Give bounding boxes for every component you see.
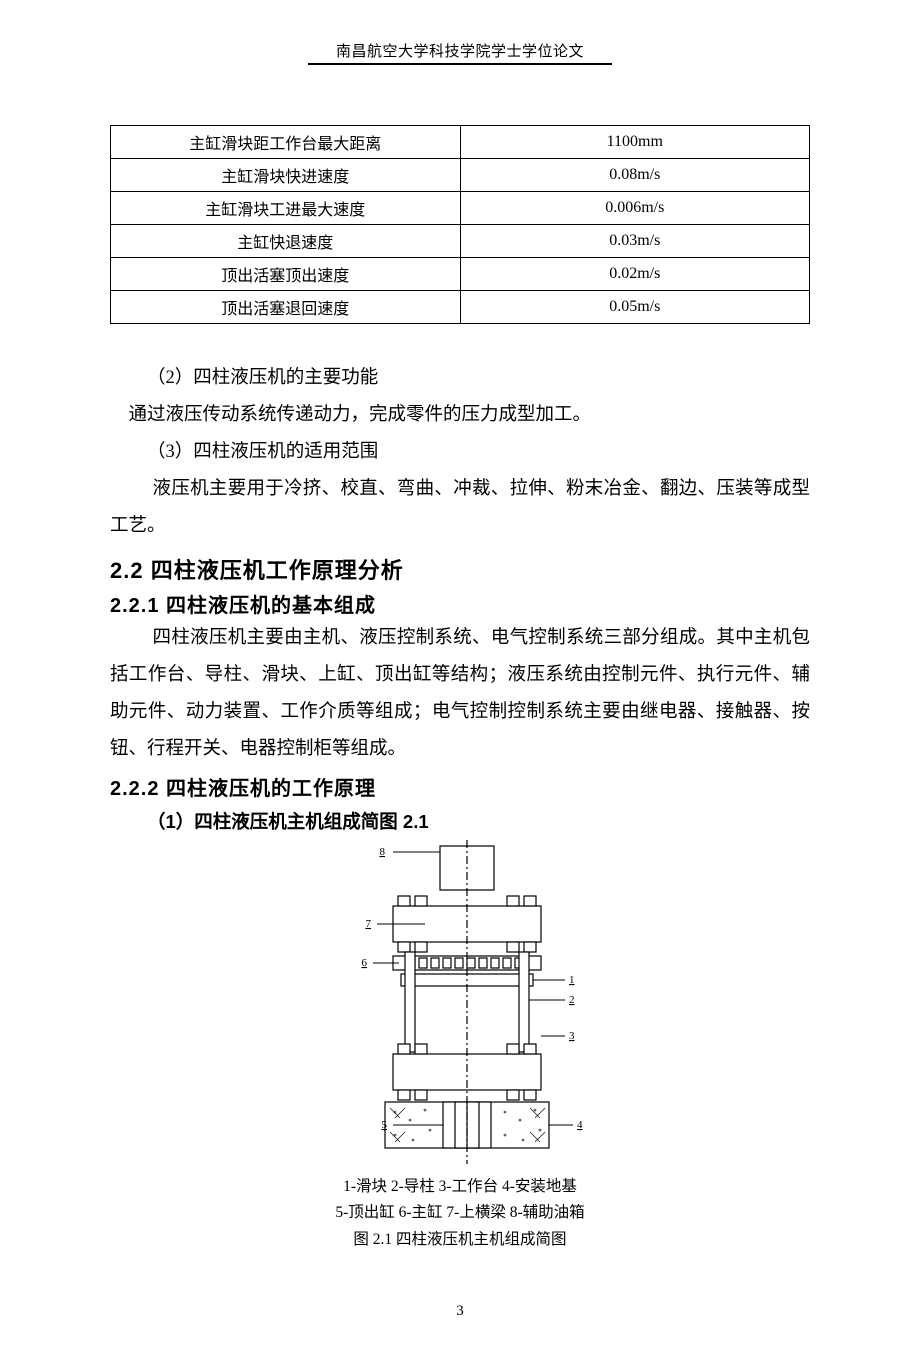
callout-7: 7	[366, 918, 372, 930]
page-number: 3	[110, 1303, 810, 1320]
param-cell: 主缸滑块快进速度	[111, 159, 461, 192]
caption-line-1: 1-滑块 2-导柱 3-工作台 4-安装地基	[110, 1174, 810, 1200]
table-row: 顶出活塞退回速度 0.05m/s	[111, 291, 810, 324]
callout-4: 4	[577, 1119, 583, 1131]
value-cell: 0.03m/s	[460, 225, 810, 258]
value-cell: 0.006m/s	[460, 192, 810, 225]
value-cell: 0.02m/s	[460, 258, 810, 291]
figure-2-1: 8 7 6 5 1 2 3 4	[110, 840, 810, 1170]
table-row: 主缸滑块距工作台最大距离 1100mm	[111, 126, 810, 159]
callout-5: 5	[382, 1119, 388, 1131]
param-cell: 顶出活塞顶出速度	[111, 258, 461, 291]
h3b-title: 四柱液压机的工作原理	[166, 778, 376, 800]
item-3-body: 液压机主要用于冷挤、校直、弯曲、冲裁、拉伸、粉末冶金、翻边、压装等成型工艺。	[110, 471, 810, 545]
caption-line-3: 图 2.1 四柱液压机主机组成简图	[110, 1227, 810, 1253]
h2-num: 2.2	[110, 558, 144, 583]
item-2-label: （2）四柱液压机的主要功能	[110, 360, 810, 397]
param-cell: 顶出活塞退回速度	[111, 291, 461, 324]
callout-6: 6	[362, 957, 368, 969]
param-cell: 主缸滑块工进最大速度	[111, 192, 461, 225]
table-row: 主缸快退速度 0.03m/s	[111, 225, 810, 258]
item-2-body: 通过液压传动系统传递动力，完成零件的压力成型加工。	[110, 397, 810, 434]
item-3-label: （3）四柱液压机的适用范围	[110, 434, 810, 471]
section-2-2-1-heading: 2.2.1 四柱液压机的基本组成	[110, 589, 810, 618]
param-cell: 主缸快退速度	[111, 225, 461, 258]
callout-8: 8	[380, 846, 386, 858]
figure-label: （1）四柱液压机主机组成简图 2.1	[110, 803, 810, 840]
value-cell: 1100mm	[460, 126, 810, 159]
section-2-2-2-heading: 2.2.2 四柱液压机的工作原理	[110, 772, 810, 801]
callout-1: 1	[569, 974, 575, 986]
spec-table: 主缸滑块距工作台最大距离 1100mm 主缸滑块快进速度 0.08m/s 主缸滑…	[110, 125, 810, 324]
h3a-title: 四柱液压机的基本组成	[166, 595, 376, 617]
header-title: 南昌航空大学科技学院学士学位论文	[336, 44, 584, 60]
press-diagram-svg: 8 7 6 5 1 2 3 4	[335, 840, 585, 1170]
h3b-num: 2.2.2	[110, 778, 159, 800]
h2-title: 四柱液压机工作原理分析	[151, 558, 404, 583]
caption-line-2: 5-顶出缸 6-主缸 7-上横梁 8-辅助油箱	[110, 1200, 810, 1226]
callout-3: 3	[569, 1030, 575, 1042]
value-cell: 0.08m/s	[460, 159, 810, 192]
table-row: 主缸滑块快进速度 0.08m/s	[111, 159, 810, 192]
figure-caption: 1-滑块 2-导柱 3-工作台 4-安装地基 5-顶出缸 6-主缸 7-上横梁 …	[110, 1174, 810, 1253]
table-row: 主缸滑块工进最大速度 0.006m/s	[111, 192, 810, 225]
callout-2: 2	[569, 994, 575, 1006]
section-2-2-1-body: 四柱液压机主要由主机、液压控制系统、电气控制系统三部分组成。其中主机包括工作台、…	[110, 620, 810, 768]
table-row: 顶出活塞顶出速度 0.02m/s	[111, 258, 810, 291]
section-2-2-heading: 2.2 四柱液压机工作原理分析	[110, 553, 810, 585]
page-header: 南昌航空大学科技学院学士学位论文	[110, 40, 810, 65]
h3a-num: 2.2.1	[110, 595, 159, 617]
param-cell: 主缸滑块距工作台最大距离	[111, 126, 461, 159]
value-cell: 0.05m/s	[460, 291, 810, 324]
